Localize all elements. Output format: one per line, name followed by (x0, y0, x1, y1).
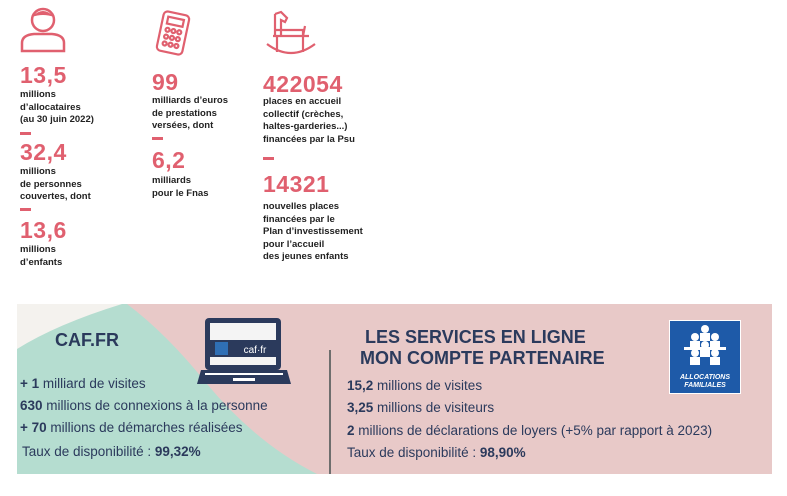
stat-value: 13,5 (20, 62, 67, 88)
stat-label: nouvelles places financées par le Plan d… (263, 201, 363, 262)
laptop-icon: caf·fr (197, 318, 291, 384)
person-icon (20, 7, 66, 53)
stat-value: 32,4 (20, 139, 67, 165)
stat-label: millions d’enfants (20, 244, 63, 268)
teal-background-shape (17, 304, 317, 474)
svg-text:caf·fr: caf·fr (244, 345, 267, 356)
services-title-line2: MON COMPTE PARTENAIRE (360, 348, 605, 368)
caf-stat-line: 630 millions de connexions à la personne (20, 398, 268, 413)
divider-dash (20, 208, 31, 211)
stat-label: millions d’allocataires (au 30 juin 2022… (20, 89, 94, 125)
allocations-familiales-logo: ALLOCATIONS FAMILIALES (669, 320, 741, 394)
stat-value: 99 (152, 69, 179, 95)
stat-value: 6,2 (152, 147, 186, 173)
online-services-panel: CAF.FR caf·fr + 1 milliard de visites 63… (17, 304, 772, 474)
caf-availability: Taux de disponibilité : 99,32% (22, 444, 201, 459)
caf-stat-line: + 1 milliard de visites (20, 376, 146, 391)
services-title-line1: LES SERVICES EN LIGNE (365, 327, 586, 347)
stat-value: 14321 (263, 171, 330, 197)
caf-title: CAF.FR (55, 330, 119, 350)
divider-dash (263, 157, 274, 160)
calculator-icon (155, 10, 191, 56)
family-figures-icon (684, 325, 726, 365)
stat-label: places en accueil collectif (crèches, ha… (263, 96, 355, 145)
stat-value: 422054 (263, 71, 343, 97)
stat-label: milliards d’euros de prestations versées… (152, 95, 229, 131)
vertical-divider (329, 350, 331, 474)
logo-text: ALLOCATIONS FAMILIALES (679, 374, 731, 389)
stat-label: milliards pour le Fnas (152, 175, 209, 199)
services-stat-line: 15,2 millions de visites (347, 378, 483, 393)
services-availability: Taux de disponibilité : 98,90% (347, 445, 526, 460)
divider-dash (20, 132, 31, 135)
stat-label: millions de personnes couvertes, dont (20, 166, 91, 202)
rocking-horse-icon (266, 10, 316, 55)
caf-stat-line: + 70 millions de démarches réalisées (20, 420, 243, 435)
services-stat-line: 3,25 millions de visiteurs (347, 400, 495, 415)
divider-dash (152, 137, 163, 140)
stat-value: 13,6 (20, 217, 67, 243)
services-stat-line: 2 millions de déclarations de loyers (+5… (347, 423, 713, 438)
